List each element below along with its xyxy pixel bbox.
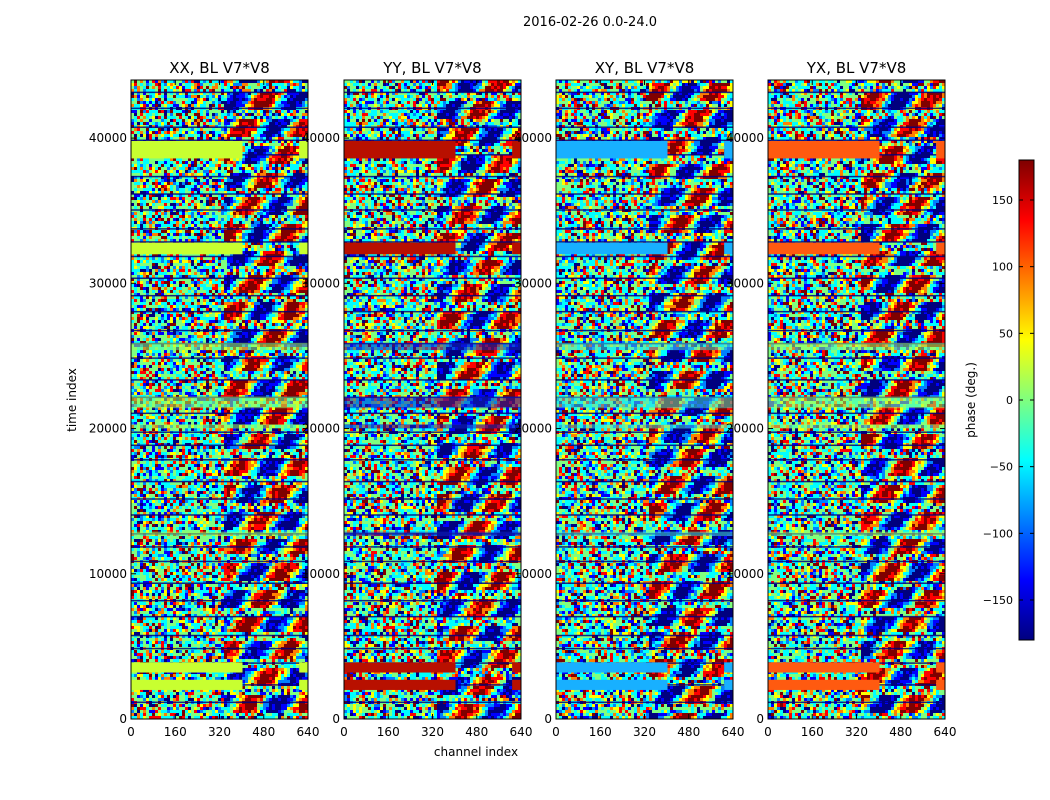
y-tick-label: 30000 [302, 276, 340, 290]
x-tick-label: 160 [589, 725, 612, 739]
x-tick-label: 320 [421, 725, 444, 739]
colorbar-tick-label: −100 [983, 527, 1013, 540]
y-tick-label: 20000 [302, 422, 340, 436]
panel-3: XY, BL V7*V8 0 160 320 480 640 0 10000 20000 3000… [514, 59, 745, 739]
colorbar-tick-label: 0 [1006, 394, 1013, 407]
x-tick-label: 480 [677, 725, 700, 739]
x-tick-label: 640 [934, 725, 957, 739]
heatmap-4 [768, 80, 945, 719]
x-tick-label: 160 [377, 725, 400, 739]
x-tick-label: 480 [465, 725, 488, 739]
colorbar-tick-label: −50 [990, 461, 1013, 474]
y-tick-label: 20000 [89, 422, 127, 436]
x-tick-label: 480 [889, 725, 912, 739]
x-tick-label: 640 [297, 725, 320, 739]
x-tick-label: 160 [801, 725, 824, 739]
heatmap-1 [131, 80, 308, 719]
y-tick-label: 40000 [89, 131, 127, 145]
y-tick-label: 10000 [89, 567, 127, 581]
x-tick-label: 0 [552, 725, 560, 739]
colorbar-tick-label: 50 [999, 327, 1013, 340]
colorbar-tick-label: 100 [992, 261, 1013, 274]
y-tick-label: 10000 [302, 567, 340, 581]
y-tick-label: 0 [332, 712, 340, 726]
heatmap-3 [556, 80, 733, 719]
panel-title: XY, BL V7*V8 [595, 59, 695, 77]
x-tick-label: 640 [510, 725, 533, 739]
panel-title: XX, BL V7*V8 [169, 59, 270, 77]
x-tick-label: 0 [764, 725, 772, 739]
x-tick-label: 320 [208, 725, 231, 739]
panel-2: YY, BL V7*V8 0 160 320 480 640 0 10000 20000 3000… [302, 59, 533, 739]
y-tick-label: 0 [756, 712, 764, 726]
x-tick-label: 480 [252, 725, 275, 739]
x-tick-label: 160 [164, 725, 187, 739]
y-tick-label: 30000 [89, 276, 127, 290]
panel-1: XX, BL V7*V8 0 160 320 480 640 0 10000 20000 3000… [89, 59, 320, 739]
y-tick-label: 30000 [726, 276, 764, 290]
y-tick-label: 0 [544, 712, 552, 726]
colorbar-tick-label: 150 [992, 194, 1013, 207]
colorbar: 150 100 50 0 −50 −100 −150 phase (deg.) [964, 159, 1035, 641]
y-tick-label: 40000 [726, 131, 764, 145]
x-tick-label: 320 [845, 725, 868, 739]
y-axis-label: time index [65, 368, 79, 432]
colorbar-label: phase (deg.) [964, 362, 978, 438]
panels: XX, BL V7*V8 0 160 320 480 640 0 10000 20000 3000… [89, 59, 957, 739]
y-tick-label: 10000 [726, 567, 764, 581]
x-tick-label: 0 [127, 725, 135, 739]
panel-title: YY, BL V7*V8 [382, 59, 481, 77]
x-tick-label: 640 [722, 725, 745, 739]
panel-title: YX, BL V7*V8 [806, 59, 907, 77]
figure-suptitle: 2016-02-26 0.0-24.0 [523, 15, 657, 30]
colorbar-ticks: 150 100 50 0 −50 −100 −150 [983, 194, 1034, 607]
y-tick-label: 20000 [726, 422, 764, 436]
x-tick-label: 0 [340, 725, 348, 739]
panel-4: YX, BL V7*V8 0 160 320 480 640 0 10000 20000 3000… [726, 59, 957, 739]
y-tick-label: 40000 [514, 131, 552, 145]
colorbar-tick-label: −150 [983, 594, 1013, 607]
heatmap-2 [344, 80, 521, 719]
y-tick-label: 20000 [514, 422, 552, 436]
y-tick-label: 40000 [302, 131, 340, 145]
x-tick-label: 320 [633, 725, 656, 739]
y-tick-label: 30000 [514, 276, 552, 290]
y-tick-label: 0 [119, 712, 127, 726]
y-tick-label: 10000 [514, 567, 552, 581]
x-axis-label: channel index [434, 745, 518, 759]
